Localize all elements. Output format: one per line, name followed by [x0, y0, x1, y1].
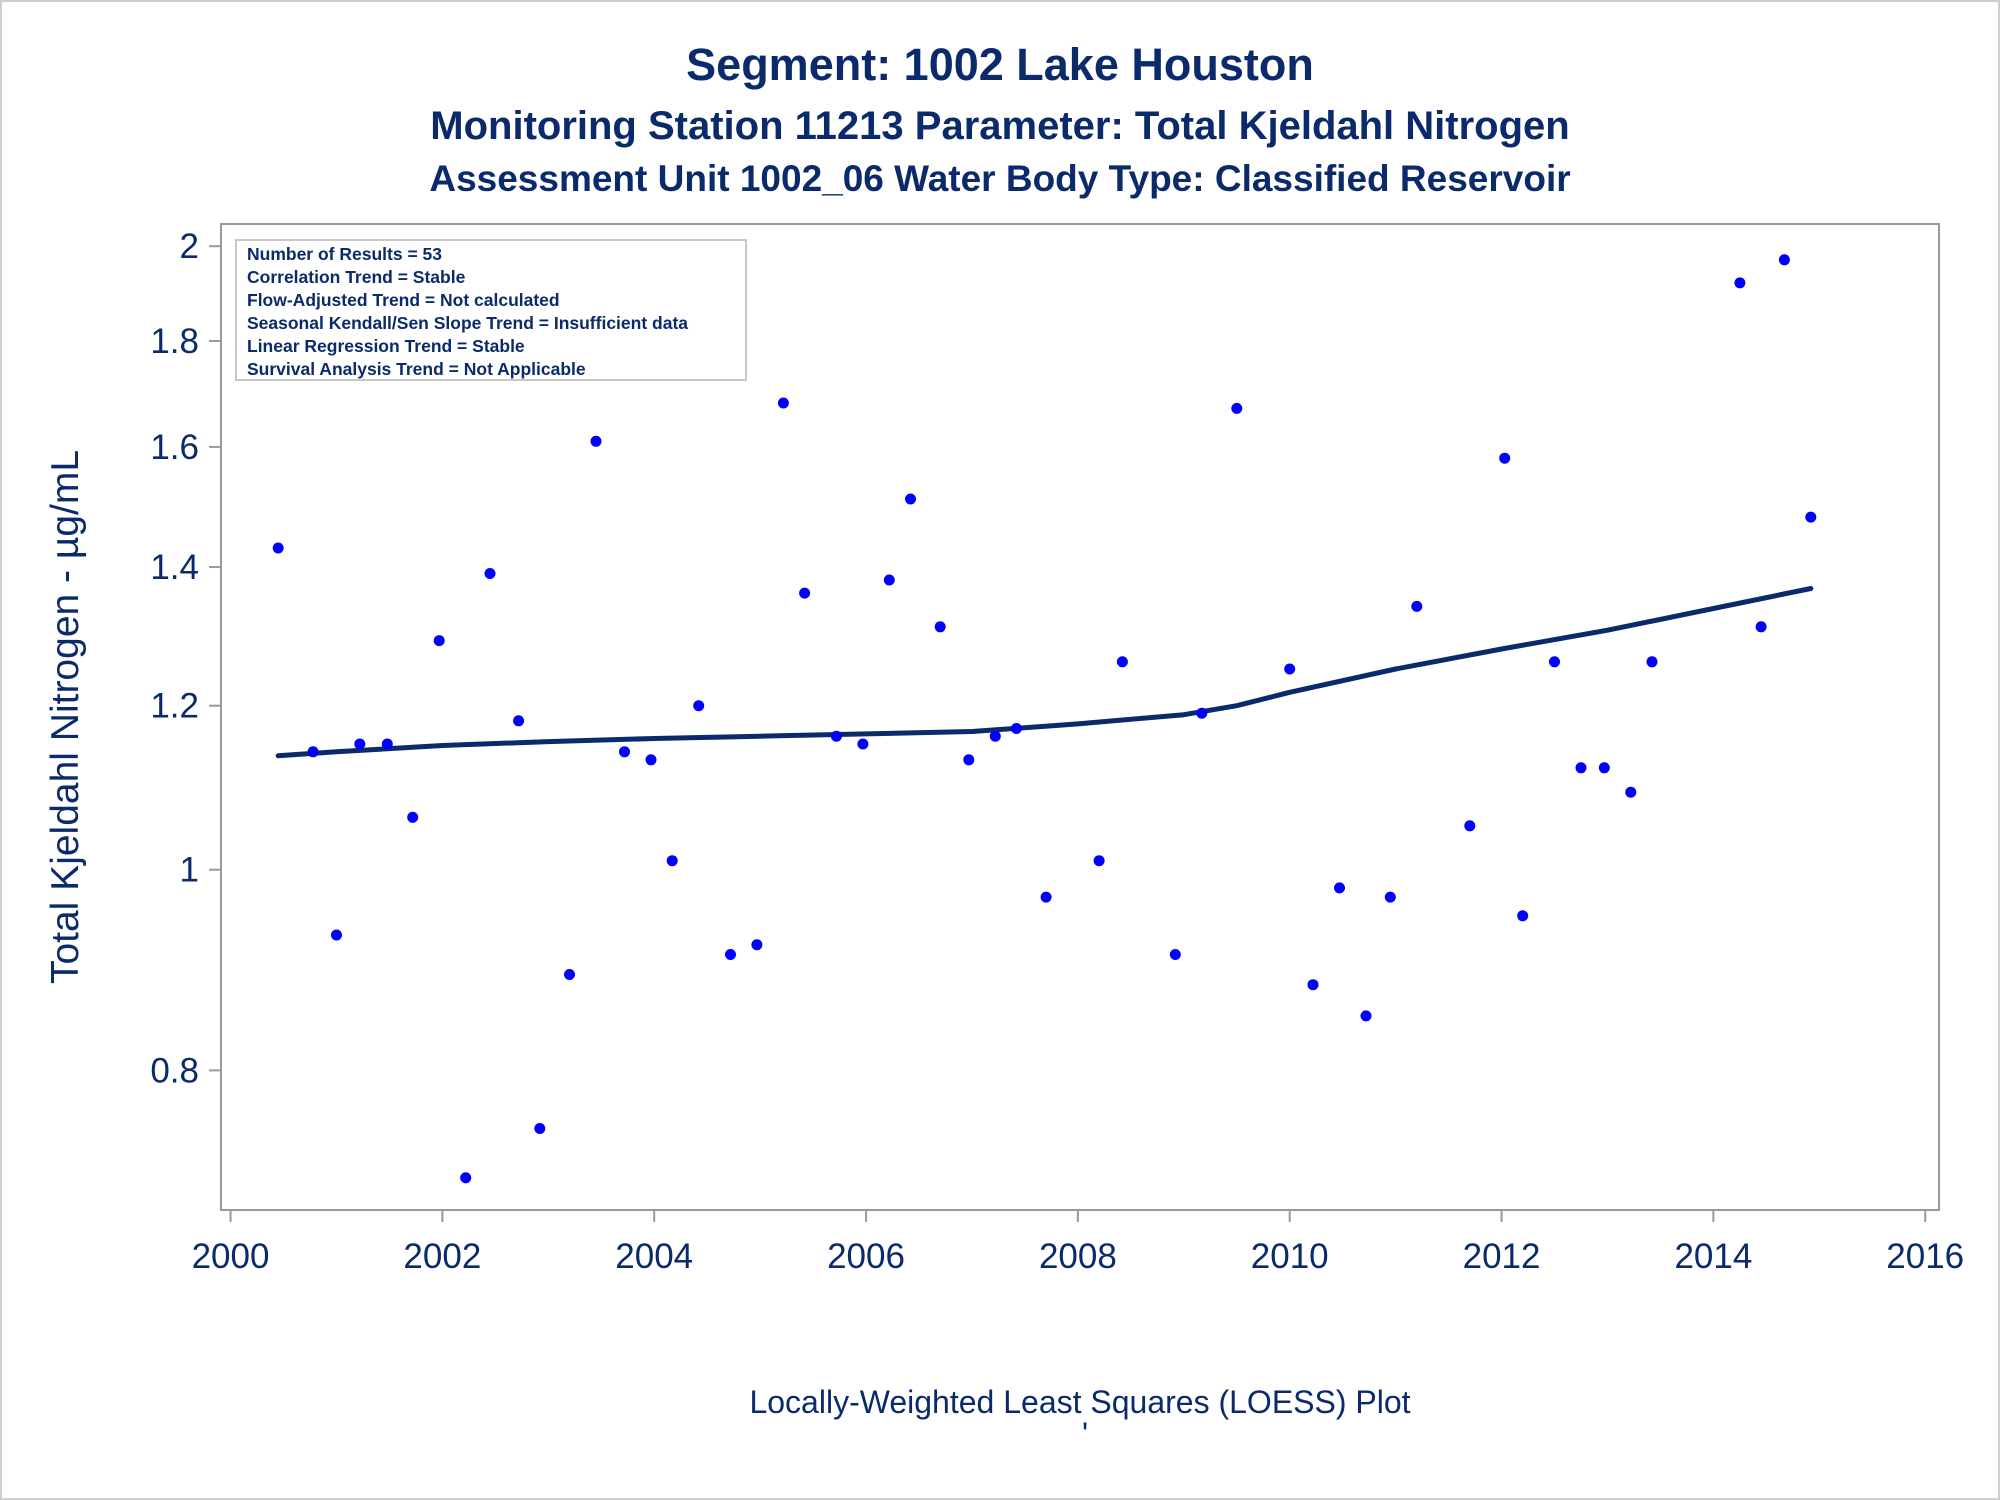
y-tick-label: 1.4 [150, 548, 199, 587]
chart-title: Segment: 1002 Lake Houston [686, 39, 1314, 90]
x-tick-label: 2000 [192, 1237, 270, 1276]
data-point [564, 969, 575, 980]
x-tick-label: 2008 [1039, 1237, 1117, 1276]
data-point [1196, 707, 1208, 719]
data-point [963, 754, 975, 766]
x-tick-label: 2010 [1251, 1237, 1329, 1276]
y-tick-label: 1.2 [150, 687, 199, 726]
x-tick-label: 2004 [615, 1237, 693, 1276]
x-tick-label: 2006 [827, 1237, 905, 1276]
y-axis: 0.8 1 1.2 1.4 1.6 1.8 2 [150, 227, 221, 1090]
data-point [693, 700, 705, 712]
data-point [645, 754, 657, 766]
data-point [307, 746, 319, 758]
y-tick-label: 1.6 [150, 428, 199, 467]
data-point [751, 939, 763, 951]
data-point [777, 397, 789, 409]
stats-box: Number of Results = 53 Correlation Trend… [235, 239, 747, 381]
data-point [799, 587, 811, 599]
loess-line [275, 586, 1814, 759]
plot-area [220, 223, 1940, 1211]
data-point [534, 1123, 546, 1134]
footnote-2: ' [1082, 1416, 1088, 1452]
data-point [1231, 402, 1243, 414]
data-point [830, 730, 842, 742]
stats-line-2: Correlation Trend = Stable [247, 267, 466, 287]
x-tick-label: 2012 [1463, 1237, 1541, 1276]
data-point [1040, 891, 1052, 903]
data-point [1360, 1010, 1372, 1022]
x-axis: 2000 2002 2004 2006 2008 2010 2012 2014 2016 [192, 1210, 1964, 1276]
data-points [272, 254, 1817, 1184]
x-tick-label: 2014 [1674, 1237, 1752, 1276]
data-point [513, 715, 525, 727]
stats-line-1: Number of Results = 53 [247, 244, 442, 264]
data-point [934, 621, 946, 633]
data-point [1734, 277, 1746, 289]
chart-subtitle: Monitoring Station 11213 Parameter: Tota… [430, 104, 1569, 148]
y-tick-label: 1.8 [150, 322, 199, 361]
data-point [1549, 656, 1560, 668]
stats-line-3: Flow-Adjusted Trend = Not calculated [247, 290, 560, 310]
data-point [1464, 820, 1476, 832]
stats-box-frame [235, 239, 747, 381]
data-point [1010, 723, 1022, 734]
x-tick-label: 2002 [403, 1237, 481, 1276]
data-point [1517, 910, 1529, 922]
chart-subtitle-2: Assessment Unit 1002_06 Water Body Type:… [429, 158, 1570, 199]
footnote: Locally-Weighted Least Squares (LOESS) P… [749, 1384, 1410, 1420]
data-point [1334, 882, 1345, 894]
data-point [619, 746, 630, 758]
data-point [725, 949, 736, 960]
data-point [1755, 621, 1767, 633]
data-point [1169, 949, 1181, 960]
stats-line-5: Linear Regression Trend = Stable [247, 336, 525, 356]
data-point [989, 730, 1001, 742]
data-point [1307, 979, 1319, 991]
data-point [433, 635, 445, 647]
data-point [883, 574, 895, 586]
data-point [1778, 254, 1790, 266]
data-point [1805, 511, 1817, 523]
data-point [1284, 663, 1296, 675]
data-point [1499, 452, 1511, 464]
y-tick-label: 2 [180, 227, 199, 266]
y-tick-label: 0.8 [150, 1051, 199, 1090]
data-point [354, 738, 366, 750]
data-point [1625, 786, 1637, 798]
data-point [1093, 855, 1105, 867]
data-point [1116, 656, 1128, 668]
stats-line-4: Seasonal Kendall/Sen Slope Trend = Insuf… [247, 313, 688, 333]
data-point [590, 435, 602, 447]
stats-line-6: Survival Analysis Trend = Not Applicable [247, 359, 586, 379]
data-point [1411, 600, 1423, 612]
x-tick-label: 2016 [1886, 1237, 1964, 1276]
data-point [407, 811, 419, 823]
data-point [460, 1172, 472, 1184]
y-axis-label: Total Kjeldahl Nitrogen - µg/mL [44, 450, 87, 984]
data-point [1575, 762, 1587, 774]
data-point [1384, 891, 1396, 903]
data-point [484, 568, 496, 579]
data-point [1646, 656, 1658, 668]
y-tick-label: 1 [180, 851, 199, 890]
data-point [381, 738, 393, 750]
data-point [857, 738, 869, 750]
data-point [272, 542, 284, 554]
data-point [905, 493, 916, 505]
data-point [1598, 762, 1610, 774]
data-point [666, 855, 678, 867]
data-point [331, 929, 342, 941]
